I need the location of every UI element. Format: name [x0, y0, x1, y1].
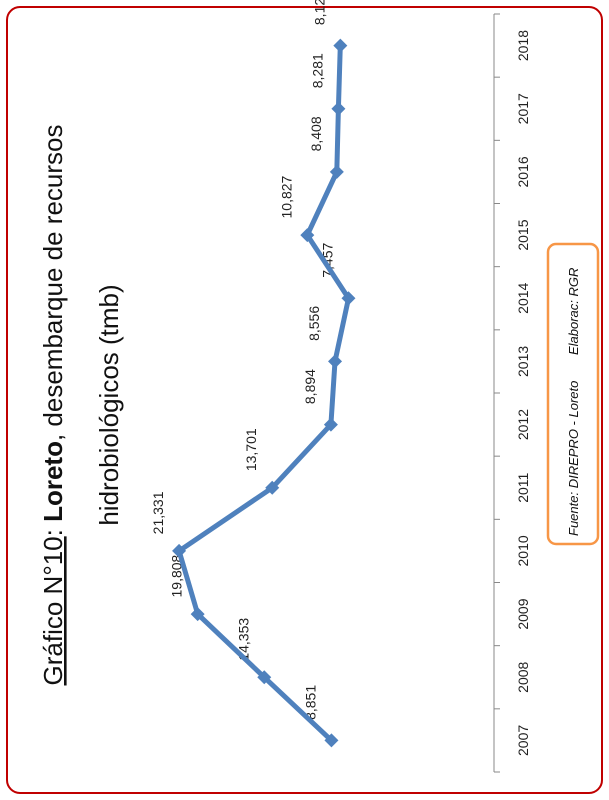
- source-box: [546, 242, 600, 546]
- data-point: [331, 101, 346, 116]
- source-note: Fuente: DIREPRO - Loreto Elaborac: RGR: [566, 268, 581, 536]
- chart-title-bold: Loreto: [38, 441, 68, 522]
- data-point: [341, 291, 356, 306]
- data-label: 8,122: [311, 0, 327, 25]
- year-tick-label: 2018: [515, 30, 531, 61]
- source-fuente: Fuente: DIREPRO - Loreto: [566, 381, 581, 536]
- data-label: 10,827: [278, 175, 294, 218]
- chart-frame: [6, 6, 603, 794]
- year-tick-label: 2016: [515, 156, 531, 187]
- data-point: [172, 543, 187, 558]
- chart-title-rest: , desembarque de recursos: [38, 125, 68, 442]
- year-tick-label: 2014: [515, 282, 531, 313]
- year-tick-label: 2013: [515, 346, 531, 377]
- data-label: 8,556: [306, 306, 322, 341]
- chart-title: Gráfico N°10: Loreto, desembarque de rec…: [38, 125, 124, 686]
- year-tick-label: 2015: [515, 219, 531, 250]
- data-label: 8,894: [302, 369, 318, 404]
- year-tick-label: 2007: [515, 725, 531, 756]
- data-label: 13,701: [243, 428, 259, 471]
- data-point: [257, 670, 272, 685]
- year-tick-label: 2009: [515, 598, 531, 629]
- chart-title-line2: hidrobiológicos (tmb): [94, 284, 124, 525]
- data-point: [190, 607, 205, 622]
- year-tick-label: 2010: [515, 535, 531, 566]
- data-point: [329, 164, 344, 179]
- year-tick-label: 2011: [515, 472, 531, 502]
- year-tick-label: 2008: [515, 661, 531, 692]
- data-point: [328, 354, 343, 369]
- data-point: [300, 228, 315, 243]
- data-label: 8,851: [302, 685, 318, 720]
- year-tick-label: 2012: [515, 409, 531, 440]
- year-tick-label: 2017: [515, 93, 531, 124]
- data-label: 19,808: [169, 554, 185, 597]
- data-point: [324, 733, 339, 748]
- data-point: [265, 480, 280, 495]
- data-label: 8,281: [309, 53, 325, 88]
- data-label: 8,408: [308, 116, 324, 151]
- chart-title-prefix: Gráfico N°10: [38, 536, 68, 685]
- chart-title-line1: Gráfico N°10: Loreto, desembarque de rec…: [38, 125, 68, 686]
- source-elaborac: Elaborac: RGR: [566, 268, 581, 355]
- data-point: [333, 38, 348, 53]
- series-line: [176, 43, 351, 743]
- chart-title-sep: :: [38, 522, 68, 536]
- data-label: 21,331: [150, 491, 166, 534]
- data-label: 14,353: [235, 618, 251, 661]
- source-text: Fuente: DIREPRO - Loreto Elaborac: RGR: [566, 268, 581, 536]
- data-point: [323, 417, 338, 432]
